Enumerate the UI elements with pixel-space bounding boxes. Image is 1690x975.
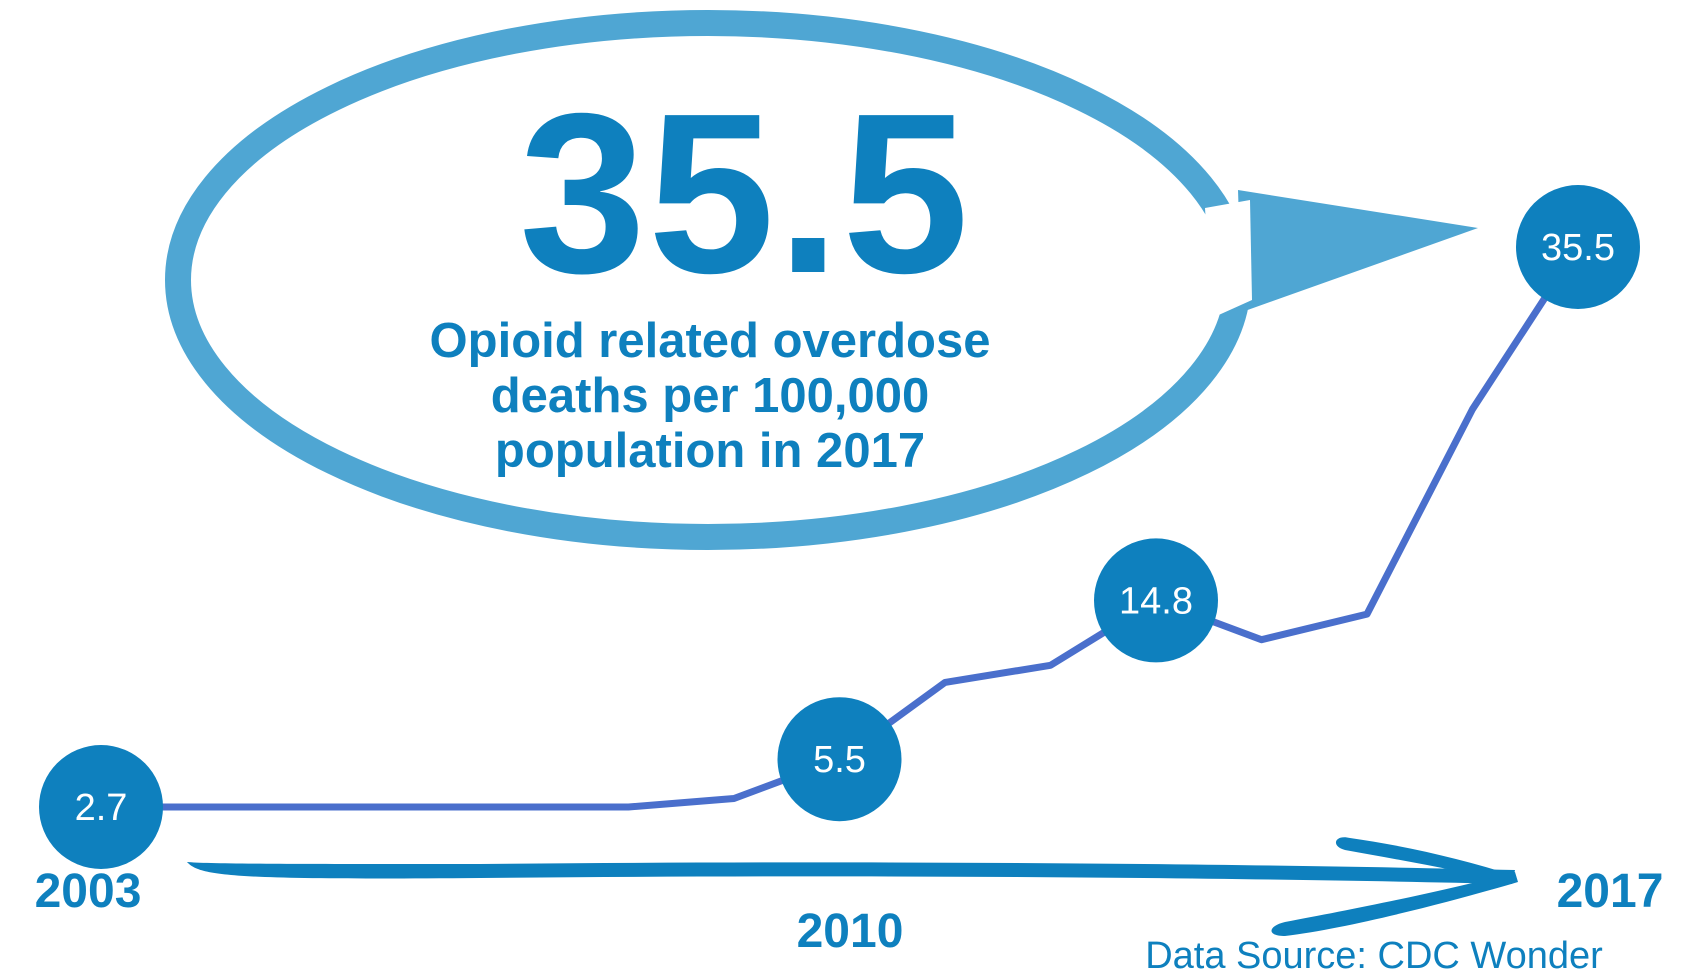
- callout-desc-line2: deaths per 100,000: [491, 369, 930, 423]
- time-arrow-head-upper: [1335, 837, 1515, 884]
- point-label-2013: 14.8: [1119, 580, 1193, 622]
- x-tick-label-2010: 2010: [797, 905, 904, 958]
- point-marker-2010: [777, 697, 902, 822]
- point-marker-2017: [1516, 185, 1640, 309]
- time-arrow: [187, 837, 1518, 936]
- callout-big-value: 35.5: [519, 67, 971, 321]
- time-arrow-shaft: [187, 862, 1515, 884]
- callout-bubble-tail: [1238, 190, 1478, 312]
- time-arrow-head-lower: [1271, 872, 1518, 936]
- point-label-2003: 2.7: [75, 787, 128, 829]
- point-label-2017: 35.5: [1541, 227, 1615, 269]
- point-marker-2003: [39, 745, 163, 869]
- callout-bubble: 35.5 Opioid related overdose deaths per …: [165, 10, 1478, 550]
- x-tick-label-2003: 2003: [35, 865, 142, 918]
- callout-desc-line1: Opioid related overdose: [430, 314, 991, 368]
- data-source: Data Source: CDC Wonder: [1145, 935, 1603, 975]
- point-label-2010: 5.5: [813, 739, 866, 781]
- point-marker-2013: [1094, 538, 1218, 663]
- x-tick-label-2017: 2017: [1557, 865, 1664, 918]
- point-markers: 2.7 5.5 14.8 35.5: [39, 185, 1640, 869]
- callout-desc-line3: population in 2017: [495, 424, 925, 478]
